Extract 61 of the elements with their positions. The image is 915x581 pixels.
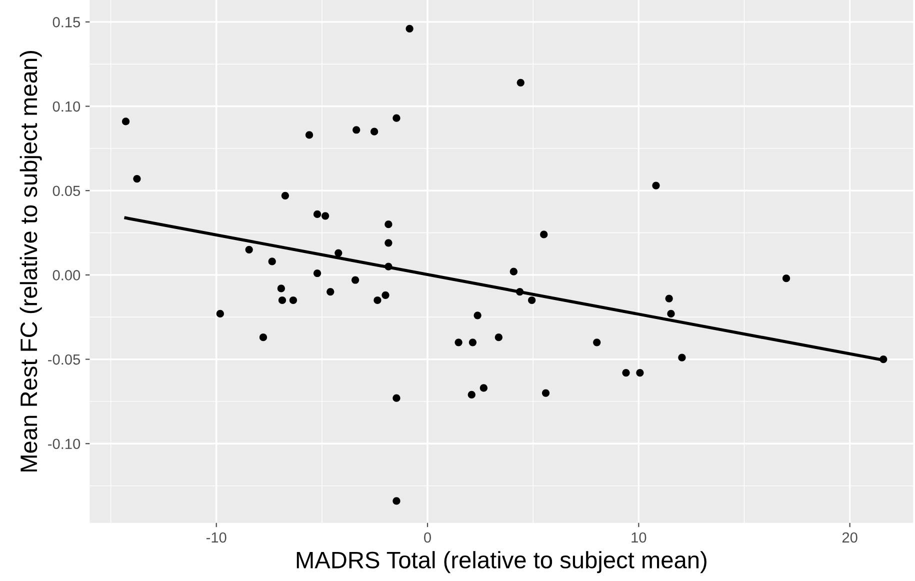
point bbox=[678, 354, 686, 362]
point bbox=[494, 334, 502, 342]
point bbox=[880, 355, 888, 364]
y-axis-title: Mean Rest FC (relative to subject mean) bbox=[20, 50, 42, 472]
point bbox=[468, 338, 477, 346]
point bbox=[384, 262, 392, 270]
point bbox=[313, 210, 322, 218]
point bbox=[454, 338, 462, 346]
point bbox=[468, 390, 476, 399]
x-tick-label: 20 bbox=[842, 532, 858, 543]
point bbox=[289, 296, 298, 304]
point bbox=[392, 497, 400, 505]
point bbox=[384, 220, 392, 228]
y-tick-label: 0.00 bbox=[52, 270, 80, 280]
point bbox=[122, 118, 130, 126]
point bbox=[259, 334, 268, 342]
point bbox=[392, 394, 400, 402]
point bbox=[326, 288, 334, 296]
point bbox=[352, 276, 360, 284]
point bbox=[322, 212, 330, 220]
y-tick-label: 0.05 bbox=[52, 186, 80, 196]
point bbox=[406, 24, 414, 32]
point bbox=[665, 294, 673, 302]
point bbox=[667, 310, 675, 318]
y-tick-label: 0.10 bbox=[52, 101, 80, 112]
point bbox=[268, 258, 276, 266]
point bbox=[622, 368, 630, 377]
point bbox=[305, 131, 314, 139]
point bbox=[245, 246, 253, 254]
point bbox=[516, 78, 524, 86]
y-tick-label: -0.05 bbox=[48, 354, 80, 365]
point bbox=[374, 296, 382, 304]
x-tick-label: 10 bbox=[632, 532, 646, 543]
point bbox=[277, 284, 285, 292]
point bbox=[474, 312, 482, 320]
point bbox=[281, 192, 289, 200]
point bbox=[392, 114, 400, 122]
point bbox=[313, 269, 322, 278]
point bbox=[382, 291, 390, 299]
point bbox=[480, 384, 488, 392]
point bbox=[334, 249, 342, 257]
point bbox=[216, 310, 224, 318]
x-tick-label: -10 bbox=[206, 532, 226, 543]
point bbox=[352, 126, 360, 134]
point bbox=[384, 239, 392, 247]
point bbox=[516, 288, 524, 296]
point bbox=[540, 230, 548, 238]
point bbox=[528, 296, 536, 304]
point bbox=[278, 296, 286, 304]
point bbox=[782, 274, 790, 282]
point bbox=[542, 389, 550, 397]
point bbox=[370, 128, 378, 136]
point bbox=[133, 174, 141, 183]
point bbox=[593, 338, 601, 346]
x-axis-title: MADRS Total (relative to subject mean) bbox=[296, 551, 706, 574]
y-tick-label: 0.15 bbox=[52, 17, 80, 28]
x-tick-label: 0 bbox=[424, 532, 431, 543]
point bbox=[636, 368, 644, 377]
point bbox=[652, 182, 660, 190]
y-tick-label: -0.10 bbox=[48, 438, 80, 450]
point bbox=[510, 268, 518, 276]
